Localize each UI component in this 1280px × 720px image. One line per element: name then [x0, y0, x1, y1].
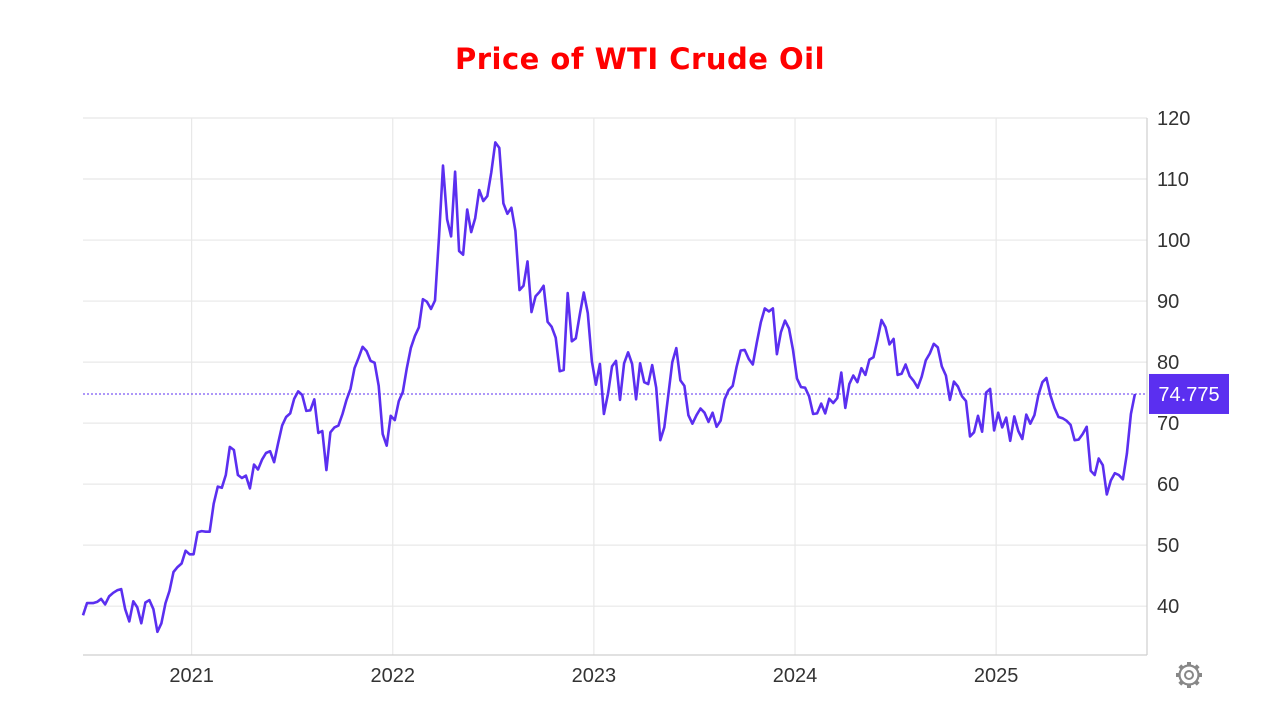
x-tick-label: 2023 — [572, 665, 617, 687]
y-tick-label: 120 — [1157, 108, 1190, 130]
y-tick-label: 60 — [1157, 474, 1179, 496]
y-tick-label: 90 — [1157, 291, 1179, 313]
y-axis-tick-labels: 40 50 60 70 80 90 100 110 120 — [1157, 108, 1190, 618]
x-axis-tick-labels: 2021 2022 2023 2024 2025 — [169, 665, 1018, 687]
chart-title: Price of WTI Crude Oil — [454, 42, 826, 76]
settings-gear-icon[interactable] — [1176, 662, 1202, 688]
current-price-label-background — [1149, 373, 1229, 414]
horizontal-gridlines — [83, 117, 1147, 607]
vertical-gridlines — [191, 118, 997, 655]
current-price-label: 74.775 — [1149, 373, 1229, 414]
y-tick-label: 40 — [1157, 596, 1179, 618]
y-tick-label: 70 — [1157, 413, 1179, 435]
current-price-label-text: 74.775 — [1158, 384, 1219, 406]
y-tick-label: 110 — [1157, 169, 1189, 191]
y-tick-label: 50 — [1157, 535, 1179, 557]
y-tick-label: 100 — [1157, 230, 1190, 252]
x-tick-label: 2022 — [370, 665, 415, 687]
wti-price-series-line — [81, 141, 1137, 634]
x-tick-label: 2024 — [773, 665, 818, 687]
x-tick-label: 2025 — [974, 665, 1019, 687]
y-tick-label: 80 — [1157, 352, 1179, 374]
x-tick-label: 2021 — [169, 665, 214, 687]
